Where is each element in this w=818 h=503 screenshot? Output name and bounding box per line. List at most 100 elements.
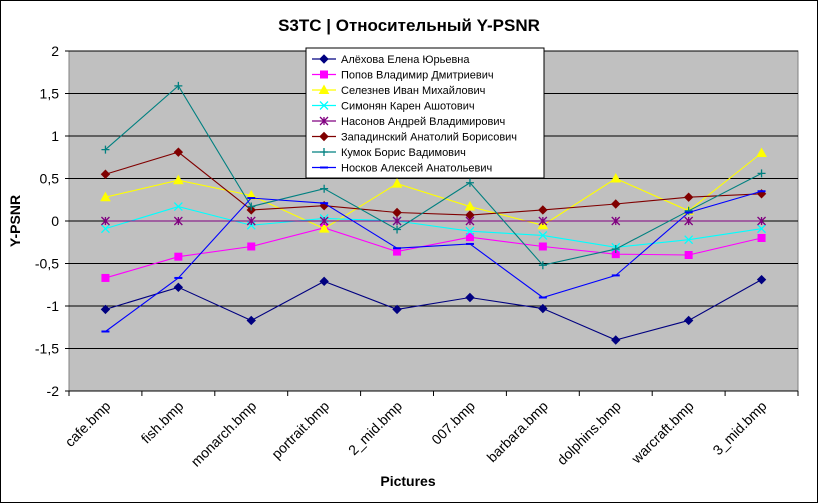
x-tick-label: barbara.bmp: [484, 398, 552, 466]
series-line: [105, 151, 762, 216]
legend-item: Носков Алексей Анатольевич: [312, 163, 492, 175]
data-point: [538, 261, 547, 270]
data-point: [246, 220, 256, 230]
data-point: [246, 216, 256, 226]
data-point: [465, 226, 475, 236]
data-point: [247, 242, 256, 251]
series-line: [105, 152, 762, 230]
x-axis-ticks: cafe.bmp fish.bmp monarch.bmp portrait.bmp 2…: [62, 390, 799, 470]
data-point: [464, 201, 476, 211]
x-tick-label: 007.bmp: [428, 398, 478, 448]
legend-swatch-marker: [320, 70, 328, 79]
data-point: [684, 251, 693, 259]
data-point: [393, 225, 402, 234]
legend-label: Симонян Карен Ашотович: [341, 101, 475, 113]
legend-item: Алёхова Елена Юрьевна: [312, 54, 470, 66]
x-tick-label: fish.bmp: [138, 398, 187, 447]
data-point: [173, 282, 184, 293]
data-point: [173, 202, 183, 212]
y-tick-label: -0,5: [35, 256, 59, 272]
data-point: [538, 216, 548, 226]
data-point: [465, 233, 474, 242]
data-point: [247, 202, 256, 211]
legend-item: Попов Владимир Дмитриевич: [312, 70, 494, 82]
legend-swatch-marker: [320, 148, 328, 156]
data-point: [610, 172, 622, 183]
data-point: [538, 205, 548, 215]
y-tick-label: -2: [47, 383, 60, 399]
data-point: [100, 216, 110, 226]
data-point: [174, 81, 183, 90]
data-point: [611, 199, 621, 209]
y-tick-label: 0: [51, 213, 59, 229]
chart-title: S3TC | Относительный Y-PSNR: [278, 16, 540, 35]
data-point: [318, 223, 330, 233]
legend-swatch-marker: [319, 101, 329, 110]
data-point: [683, 192, 694, 202]
legend-swatch-marker: [319, 54, 329, 64]
legend-label: Носков Алексей Анатольевич: [341, 163, 492, 175]
data-point: [757, 224, 767, 234]
legend-item: Насонов Андрей Владимирович: [312, 116, 505, 128]
x-tick-label: dolphins.bmp: [554, 398, 624, 468]
legend-item: Западинский Анатолий Борисович: [312, 132, 517, 144]
legend-item: Селезнев Иван Михайлович: [312, 84, 485, 97]
data-point: [756, 274, 767, 285]
data-point: [101, 273, 110, 282]
data-point: [465, 178, 474, 187]
data-point: [100, 304, 111, 315]
x-tick-label: warcraft.bmp: [628, 398, 697, 467]
data-point: [684, 235, 694, 245]
legend-box: [305, 47, 545, 179]
legend-item: Симонян Карен Ашотович: [312, 101, 475, 113]
data-point: [320, 184, 329, 193]
y-tick-label: -1: [47, 298, 60, 314]
y-axis-ticks: -2 -1,5 -1 -0,5 0 0,5 1 1,5 2: [35, 43, 69, 399]
data-point: [538, 303, 548, 314]
data-point: [100, 224, 110, 234]
data-point: [392, 304, 402, 315]
data-point: [246, 315, 256, 326]
series-layer: [100, 81, 767, 345]
data-point: [172, 174, 184, 185]
series-1: [100, 274, 767, 345]
legend-label: Попов Владимир Дмитриевич: [341, 70, 494, 82]
y-tick-label: 1,5: [40, 86, 60, 102]
data-point: [757, 234, 766, 242]
legend-label: Западинский Анатолий Борисович: [341, 132, 517, 144]
data-point: [611, 335, 621, 345]
data-point: [465, 210, 475, 220]
x-tick-label: 3_mid.bmp: [709, 398, 769, 458]
data-point: [684, 216, 694, 226]
x-tick-label: cafe.bmp: [62, 398, 114, 450]
series-line: [105, 279, 762, 341]
series-8: [101, 190, 766, 333]
x-tick-label: portrait.bmp: [268, 398, 332, 462]
data-point: [173, 147, 184, 157]
series-line: [105, 85, 762, 266]
legend-item: Кумок Борис Вадимович: [312, 147, 466, 159]
y-tick-label: 0,5: [40, 171, 60, 187]
series-6: [100, 147, 767, 220]
data-point: [757, 216, 767, 226]
data-point: [757, 169, 766, 178]
data-point: [538, 242, 547, 251]
y-tick-label: -1,5: [35, 341, 59, 357]
legend-label: Алёхова Елена Юрьевна: [341, 54, 470, 66]
data-point: [100, 191, 111, 202]
series-5: [100, 216, 767, 226]
y-tick-label: 1: [51, 128, 59, 144]
series-line: [105, 190, 762, 332]
x-tick-label: 2_mid.bmp: [345, 398, 405, 458]
data-point: [391, 178, 403, 188]
legend-label: Селезнев Иван Михайлович: [341, 85, 485, 97]
data-point: [611, 245, 620, 254]
data-point: [683, 315, 694, 326]
legend-swatch-marker: [318, 84, 330, 94]
data-point: [465, 292, 475, 303]
x-tick-label: monarch.bmp: [188, 398, 260, 470]
legend-swatch-marker: [319, 131, 329, 142]
y-tick-label: 2: [51, 43, 59, 59]
data-point: [392, 207, 402, 218]
